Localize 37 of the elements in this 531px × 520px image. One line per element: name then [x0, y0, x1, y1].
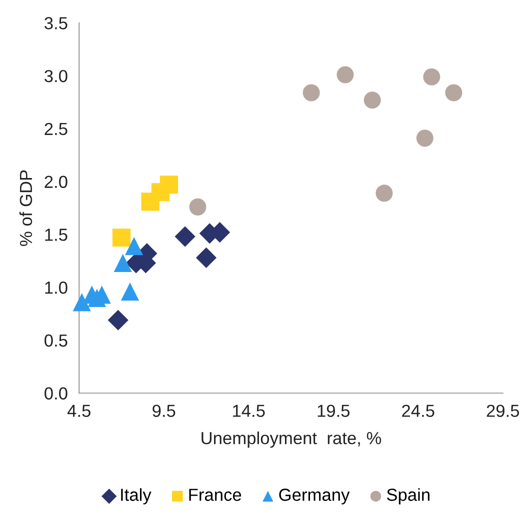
point [364, 92, 381, 109]
legend-label: Germany [279, 488, 350, 504]
point [114, 254, 132, 272]
point [189, 198, 206, 216]
y-tick-label: 3.0 [44, 70, 68, 82]
legend-label: Italy [121, 488, 152, 504]
point [174, 226, 196, 247]
point [196, 247, 217, 268]
legend-label: Spain [386, 488, 430, 504]
y-tick-label: 0.5 [44, 334, 68, 347]
x-tick-label: 9.5 [152, 404, 176, 417]
x-tick-label: 4.5 [67, 404, 90, 417]
point [124, 237, 144, 256]
y-tick-label: 1.5 [45, 228, 68, 241]
y-tick-label: 3.5 [44, 17, 68, 30]
y-tick-label: 2.5 [44, 122, 68, 136]
y-tick-label: 2.0 [44, 176, 68, 188]
point [423, 68, 440, 86]
point [336, 66, 354, 84]
point [416, 130, 434, 147]
x-tick-label: 24.5 [402, 404, 434, 417]
y-axis-title: % of GDP [19, 170, 32, 246]
x-tick-label: 19.5 [318, 404, 350, 417]
point [112, 228, 131, 247]
point [445, 84, 462, 102]
point [108, 310, 128, 330]
x-axis-title: Unemployment rate, % [202, 432, 382, 448]
x-tick-label: 14.5 [233, 404, 265, 417]
legend-label: France [189, 488, 242, 501]
point [120, 282, 140, 301]
point [376, 184, 393, 202]
point [302, 84, 320, 102]
x-tick-label: 29.5 [486, 404, 520, 417]
point [72, 293, 91, 312]
point [160, 176, 178, 194]
y-tick-label: 0.0 [44, 387, 68, 400]
y-tick-label: 1.0 [45, 282, 68, 294]
